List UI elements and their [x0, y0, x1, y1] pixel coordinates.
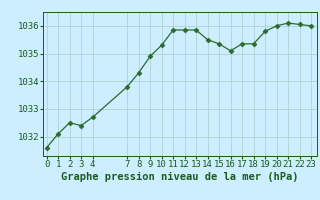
X-axis label: Graphe pression niveau de la mer (hPa): Graphe pression niveau de la mer (hPa)	[61, 172, 299, 182]
